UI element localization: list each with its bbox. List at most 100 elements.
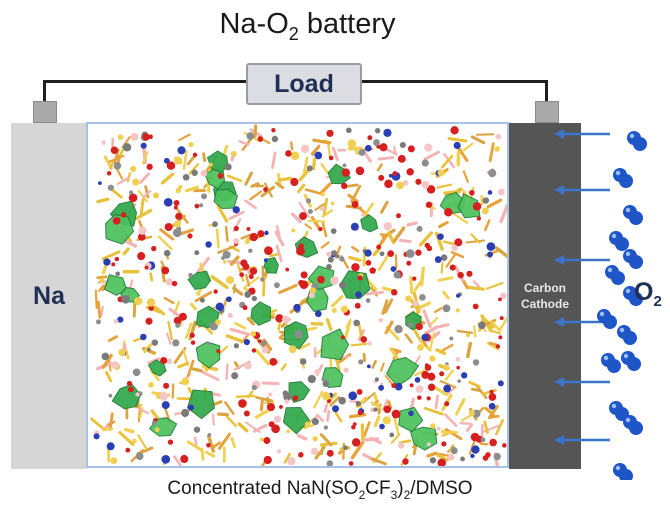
molecule-atom xyxy=(190,340,196,345)
molecule-atom xyxy=(469,189,475,196)
molecule-bond xyxy=(250,182,260,188)
molecule-atom xyxy=(442,304,451,313)
molecule-bond xyxy=(244,199,257,210)
molecule-bond xyxy=(393,145,397,154)
title-main: Na-O xyxy=(219,8,289,40)
molecule-bond xyxy=(217,412,230,417)
molecule-atom xyxy=(379,423,385,430)
oxygen-flow xyxy=(554,129,647,480)
molecule-atom xyxy=(472,409,481,418)
oxygen-arrow-head xyxy=(554,129,564,139)
molecule-atom xyxy=(151,420,157,426)
molecule-bond xyxy=(226,174,243,183)
molecule-bond xyxy=(101,250,121,261)
molecule-bond xyxy=(418,231,434,247)
oxygen-label-main: O xyxy=(634,278,654,306)
molecule-atom xyxy=(273,415,282,423)
molecule-bond xyxy=(312,138,331,145)
molecule-atom xyxy=(215,302,224,311)
molecule-atom xyxy=(402,458,409,465)
molecule-atom xyxy=(441,441,447,447)
molecule-atom xyxy=(414,377,421,383)
oxygen-atom-highlight xyxy=(623,353,629,359)
molecule-atom xyxy=(222,250,231,259)
molecule-atom xyxy=(373,139,380,146)
molecule-bond xyxy=(423,406,444,416)
oxygen-atom xyxy=(633,137,647,151)
molecule-bond xyxy=(159,228,175,241)
molecule-atom xyxy=(244,238,251,245)
molecule-bond xyxy=(160,172,175,185)
molecule-bond xyxy=(456,329,474,334)
molecule-bond xyxy=(173,455,183,466)
molecule-atom xyxy=(336,254,340,259)
molecule-atom xyxy=(444,401,450,407)
molecule-atom xyxy=(314,151,323,160)
molecule-atom xyxy=(122,143,132,152)
molecule-atom xyxy=(226,296,232,303)
molecule-atom xyxy=(391,409,401,419)
molecule-atom xyxy=(99,278,105,284)
molecule-atom xyxy=(341,182,348,190)
molecule-atom xyxy=(173,316,182,325)
molecule-bond xyxy=(177,361,190,369)
molecule-atom xyxy=(110,146,119,154)
molecule-atom xyxy=(217,173,224,179)
molecule-bond xyxy=(246,316,255,326)
molecule-atom xyxy=(291,228,296,233)
molecule-atom xyxy=(140,142,147,149)
molecule-atom xyxy=(212,221,218,228)
molecule-atom xyxy=(130,132,139,141)
molecule-bond xyxy=(178,133,191,142)
molecule-bond xyxy=(168,307,180,317)
molecule-atom xyxy=(502,443,507,448)
molecule-atom xyxy=(374,127,381,134)
molecule-atom xyxy=(205,241,212,248)
molecule-atom xyxy=(454,238,463,247)
molecule-atom xyxy=(189,332,195,338)
molecule-atom xyxy=(299,212,307,221)
molecule-bond xyxy=(147,357,161,365)
molecule-bond xyxy=(191,367,203,373)
molecule-atom xyxy=(436,426,441,431)
molecule-atom xyxy=(113,319,119,324)
molecule-atom xyxy=(159,391,169,401)
molecule-atom xyxy=(305,198,312,204)
molecule-bond xyxy=(290,212,302,224)
molecule-atom xyxy=(366,364,371,369)
molecule-atom xyxy=(478,321,486,330)
molecule-atom xyxy=(429,457,437,464)
molecule-atom xyxy=(391,383,397,389)
molecule-bond xyxy=(387,400,393,410)
molecule-bond xyxy=(495,418,504,436)
molecule-atom xyxy=(194,250,200,256)
molecule-atom xyxy=(323,425,329,430)
molecule-bond xyxy=(275,244,283,263)
molecule-bond xyxy=(196,256,210,274)
molecule-atom xyxy=(263,437,271,444)
molecule-atom xyxy=(373,407,378,412)
molecule-bond xyxy=(404,333,413,344)
oxygen-arrow-head xyxy=(554,435,564,445)
sodium-polyhedron xyxy=(360,214,379,233)
molecule-atom xyxy=(444,208,453,217)
caption-part2: CF xyxy=(365,478,391,499)
molecule-atom xyxy=(481,207,489,215)
molecule-atom xyxy=(340,335,345,340)
molecule-atom xyxy=(426,185,436,194)
molecule-atom xyxy=(427,383,436,391)
molecule-bond xyxy=(362,150,372,163)
molecule-atom xyxy=(354,302,361,309)
molecule-atom xyxy=(426,442,431,447)
molecule-bond xyxy=(105,370,113,383)
molecule-atom xyxy=(240,259,248,267)
title-tail: battery xyxy=(298,8,396,40)
molecule-bond xyxy=(254,407,272,419)
molecule-atom xyxy=(117,134,124,140)
molecule-bond xyxy=(451,211,469,224)
molecule-atom xyxy=(198,203,204,208)
molecule-atom xyxy=(292,395,299,402)
molecule-atom xyxy=(343,367,349,373)
molecule-bond xyxy=(326,410,331,422)
sodium-polyhedron xyxy=(195,341,221,369)
